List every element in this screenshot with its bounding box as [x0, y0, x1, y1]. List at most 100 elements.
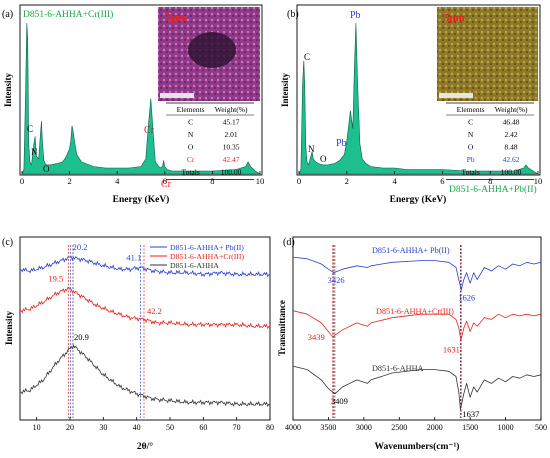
panel-d-xlabel: Wavenumbers(cm⁻¹) [375, 441, 460, 452]
panel-a-plot: 0 2 4 6 8 10 [20, 22, 265, 186]
table-cell: Cr [187, 155, 195, 164]
panel-b-peak-c: C [304, 52, 310, 62]
panel-b-table: Elements Weight(%) C 46.48 N 2.42 O 8.48 Pb 42.62… [446, 102, 534, 180]
legend-label: D851-6-AHHA+ Pb(II) [170, 243, 244, 252]
panel-c-plot: 20.2 41.1 19.5 42.2 20.9 10 20 30 40 50 60 70 80 [19, 242, 274, 432]
panel-a-title: D851-6-AHHA+Cr(III) [23, 9, 113, 20]
x-tick-label: 4000 [285, 423, 301, 432]
panel-a-sem-scale: 5μm [166, 12, 187, 24]
panel-a-table: Elements Weight(%) C 45.17 N 2.01 O 10.35 Cr 42.4… [166, 102, 254, 180]
table-header: Weight(%) [215, 105, 248, 114]
panel-a-peak-c: C [27, 124, 33, 134]
ftir-series-line [292, 365, 542, 410]
x-tick-label: 4 [115, 176, 120, 186]
peak-label: 42.2 [147, 306, 162, 316]
panel-b-frame [296, 4, 541, 176]
panel-b-tag: (b) [287, 9, 299, 20]
table-header: Elements [177, 105, 205, 114]
table-cell: C [188, 118, 193, 127]
x-tick-label: 3500 [320, 423, 336, 432]
x-tick-label: 6 [440, 176, 444, 186]
table-cell: O [468, 143, 474, 152]
x-tick-label: 2 [67, 176, 71, 186]
panel-d-ylabel: Transmittance [277, 300, 287, 356]
panel-c-tag: (c) [2, 237, 13, 248]
series-label: D851-6-AHHA [372, 364, 423, 373]
panel-a-peak-o: O [43, 164, 50, 174]
spectrum-area [298, 22, 540, 175]
panel-b: (b) 0 2 4 6 8 10 Intensity Energy (KeV) C N O… [280, 4, 543, 205]
x-tick-label: 10 [256, 176, 265, 186]
panel-d-tag: (d) [283, 237, 295, 248]
series-label: D851-6-AHHA+ Pb(II) [372, 246, 450, 255]
panel-d-plot: 3426 1626 3439 1631 3409 1637 4000 3500 3000 2500… [285, 245, 547, 432]
table-cell: N [468, 130, 474, 139]
panel-d: (d) 3426 1626 3439 1631 3409 1637 4000 3500 3000… [277, 236, 547, 452]
panel-c-frame [19, 236, 271, 421]
table-cell: Pb [467, 155, 475, 164]
x-tick-label: 1000 [498, 423, 514, 432]
table-cell: 42.47 [223, 155, 240, 164]
x-tick-label: 80 [266, 423, 274, 432]
table-cell: O [188, 143, 194, 152]
legend-label: D851-6-AHHA [170, 261, 219, 270]
panel-a-peak-cr1: Cr [144, 125, 155, 136]
table-cell: N [188, 130, 194, 139]
x-tick-label: 10 [33, 423, 41, 432]
x-tick-label: 8 [488, 176, 492, 186]
peak-label: 1631 [443, 344, 460, 354]
peak-label: 3409 [331, 396, 348, 406]
table-cell: Totals [182, 168, 200, 177]
table-cell: 8.48 [505, 143, 518, 152]
peak-label: 41.1 [126, 253, 141, 263]
table-cell: 45.17 [223, 118, 240, 127]
table-cell: 100.00 [501, 168, 522, 177]
table-cell: 10.35 [223, 143, 240, 152]
peak-label: 20.9 [74, 332, 89, 342]
panel-b-sem-scale: 5μm [444, 12, 465, 24]
panel-b-peak-n: N [308, 144, 315, 154]
panel-b-peak-pb1: Pb [350, 10, 361, 21]
xrd-series-line [20, 344, 271, 408]
x-tick-label: 1500 [462, 423, 478, 432]
peak-label: 3426 [328, 275, 345, 285]
spectrum-area [21, 22, 262, 175]
panel-a-xlabel: Energy (KeV) [113, 194, 170, 205]
x-tick-label: 20 [66, 423, 74, 432]
table-cell: Totals [462, 168, 480, 177]
panel-c-xlabel: 2θ/° [137, 441, 153, 452]
peak-label: 20.2 [73, 242, 88, 252]
x-tick-label: 2500 [391, 423, 407, 432]
x-tick-label: 2000 [427, 423, 443, 432]
x-tick-label: 10 [534, 176, 543, 186]
panel-a-peak-cr2: Cr [161, 179, 172, 190]
x-tick-label: 70 [233, 423, 241, 432]
table-header: Elements [457, 105, 485, 114]
panel-b-peak-pb2: Pb [336, 138, 347, 149]
peak-label: 19.5 [48, 273, 63, 283]
xrd-series-line [19, 255, 271, 278]
x-tick-label: 60 [199, 423, 207, 432]
peak-label: 1626 [458, 292, 475, 302]
panel-b-sem-legend [439, 93, 473, 98]
panel-d-frame [292, 236, 542, 421]
table-cell: 2.42 [505, 130, 518, 139]
panel-a-sem-dark-region [188, 32, 236, 68]
x-tick-label: 6 [163, 176, 167, 186]
table-cell: 42.62 [503, 155, 520, 164]
x-tick-label: 4 [392, 176, 397, 186]
x-tick-label: 3000 [356, 423, 372, 432]
x-tick-label: 2 [345, 176, 349, 186]
panel-c-ylabel: Intensity [4, 311, 14, 346]
panel-b-xlabel: Energy (KeV) [390, 194, 447, 205]
ftir-series-line [292, 256, 542, 291]
panel-a: (a) D851-6-AHHA+Cr(III) 0 2 4 6 8 10 Intensit… [2, 4, 265, 205]
panel-b-plot: 0 2 4 6 8 10 [297, 22, 543, 186]
panel-c-legend: D851-6-AHHA+ Pb(II)D851-6-AHHA+Cr(III)D8… [150, 243, 245, 270]
table-cell: C [468, 118, 473, 127]
panel-a-frame [19, 4, 263, 176]
x-tick-label: 40 [133, 423, 141, 432]
ftir-series-line [292, 310, 542, 341]
table-cell: 46.48 [503, 118, 520, 127]
